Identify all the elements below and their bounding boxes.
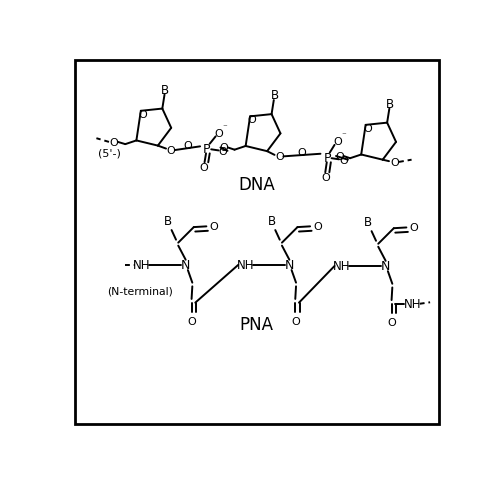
Text: O: O [199,163,208,173]
Text: O: O [321,173,330,183]
Text: P: P [323,152,331,165]
Text: O: O [187,316,196,326]
Text: N: N [381,260,390,273]
Text: B: B [161,84,169,96]
Text: NH: NH [333,260,351,273]
Text: O: O [387,318,396,327]
Text: B: B [268,215,276,228]
Text: N: N [285,259,294,272]
Text: O: O [247,115,257,125]
Text: O: O [313,222,322,232]
Text: O: O [335,152,344,162]
Text: NH: NH [237,259,255,272]
Text: B: B [164,215,172,228]
Text: O: O [291,316,300,326]
Text: ⁻: ⁻ [341,132,346,141]
Text: P: P [203,143,210,156]
Text: O: O [183,141,192,151]
Text: NH: NH [133,259,151,272]
Text: O: O [218,146,227,156]
Text: B: B [271,89,279,102]
Text: B: B [386,98,394,111]
Text: O: O [167,146,175,156]
Text: O: O [409,223,418,233]
Text: (N-terminal): (N-terminal) [107,286,173,295]
Text: B: B [364,216,372,228]
Text: PNA: PNA [240,315,274,334]
Text: (5'-): (5'-) [98,148,121,158]
Text: O: O [276,152,284,162]
Text: O: O [138,109,147,120]
Text: O: O [363,123,372,133]
Text: DNA: DNA [238,176,275,194]
Text: O: O [339,156,348,165]
Text: O: O [390,157,399,168]
Text: O: O [110,138,119,147]
Text: ⁻: ⁻ [222,123,227,132]
Text: O: O [298,148,306,158]
Text: O: O [333,137,342,147]
Text: O: O [220,143,228,153]
Text: O: O [214,129,223,139]
Text: O: O [209,222,218,232]
Text: N: N [181,259,190,272]
Text: NH: NH [404,298,421,311]
